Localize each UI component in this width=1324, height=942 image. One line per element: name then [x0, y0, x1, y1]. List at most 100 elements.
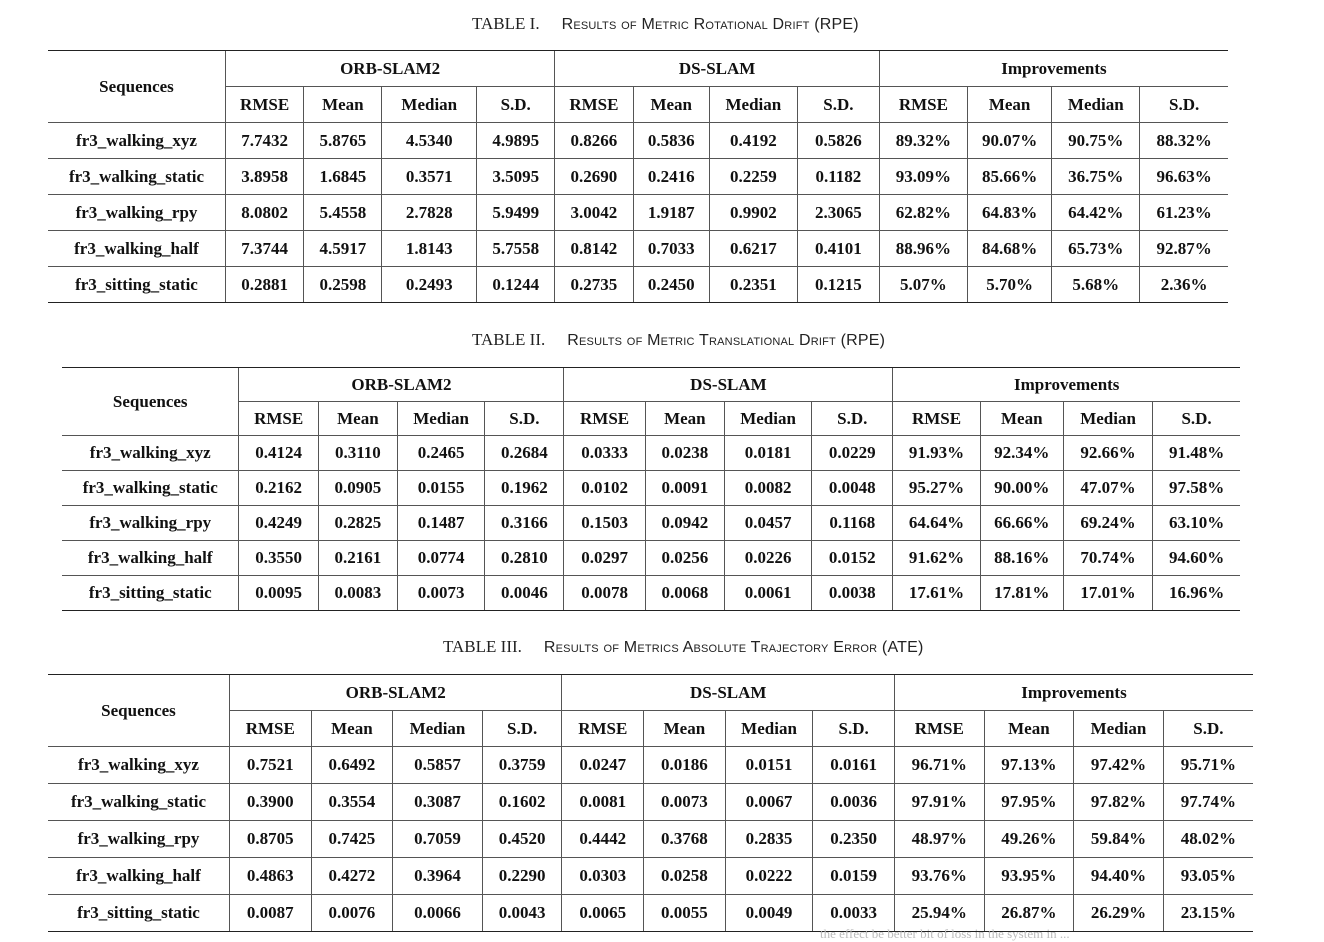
table-cell: 0.0076: [310, 894, 394, 932]
row-label: fr3_walking_rpy: [62, 505, 240, 541]
table-cell: 0.2259: [708, 158, 798, 195]
table-cell: 0.7033: [632, 230, 710, 267]
table-cell: 1.6845: [303, 158, 383, 195]
table-cell: 48.97%: [893, 820, 985, 858]
table-cell: 0.2161: [317, 540, 399, 576]
table-cell: 97.42%: [1073, 746, 1164, 784]
table-cell: 0.0333: [563, 435, 646, 471]
table-cell: 0.0095: [238, 575, 319, 611]
table-cell: 0.2825: [317, 505, 399, 541]
table-cell: 94.40%: [1073, 857, 1164, 895]
table-cell: 0.4442: [561, 820, 645, 858]
table-row: fr3_sitting_static 0.0095 0.0083 0.0073 0.00…: [62, 575, 1240, 611]
table-cell: 91.62%: [892, 540, 981, 576]
metric-header-rmse: RMSE: [561, 710, 645, 747]
table-cell: 63.10%: [1152, 505, 1240, 541]
table-cell: 2.3065: [796, 194, 880, 231]
table-row: fr3_walking_xyz 7.7432 5.8765 4.5340 4.9895 0…: [48, 122, 1228, 159]
group-header-ds-slam: DS-SLAM: [554, 50, 880, 87]
table-cell: 0.2598: [303, 266, 383, 303]
table-cell: 0.0036: [812, 783, 895, 821]
table-cell: 0.2835: [724, 820, 814, 858]
table-cell: 23.15%: [1162, 894, 1253, 932]
table-cell: 59.84%: [1073, 820, 1164, 858]
table-cell: 84.68%: [966, 230, 1053, 267]
row-label: fr3_walking_xyz: [48, 122, 226, 159]
table-cell: 0.0303: [561, 857, 645, 895]
table-cell: 0.0226: [723, 540, 813, 576]
metric-header-s-d: S.D.: [796, 86, 880, 123]
group-header-improvements: Improvements: [893, 674, 1253, 711]
table-row: fr3_walking_rpy 8.0802 5.4558 2.7828 5.9499 3…: [48, 194, 1228, 231]
table-cell: 85.66%: [966, 158, 1053, 195]
table-cell: 0.1215: [796, 266, 880, 303]
metric-header-median: Median: [723, 401, 813, 436]
table-cell: 17.61%: [892, 575, 981, 611]
table-cell: 0.3964: [392, 857, 483, 895]
table-cell: 93.76%: [893, 857, 985, 895]
row-label: fr3_sitting_static: [48, 266, 226, 303]
metric-header-s-d: S.D.: [1152, 401, 1240, 436]
table-cell: 0.6217: [708, 230, 798, 267]
row-label: fr3_sitting_static: [48, 894, 230, 932]
table-cell: 0.0043: [481, 894, 563, 932]
results-table-absolute-trajectory-error: Sequences ORB-SLAM2 DS-SLAM Improvements RMS…: [48, 674, 1253, 932]
table-cell: 0.0091: [644, 470, 725, 506]
table-cell: 1.9187: [632, 194, 710, 231]
table-cell: 88.96%: [878, 230, 968, 267]
row-label: fr3_walking_rpy: [48, 820, 230, 858]
table-row: fr3_walking_half 0.4863 0.4272 0.3964 0.2290…: [48, 857, 1253, 895]
table-row: fr3_walking_xyz 0.4124 0.3110 0.2465 0.2684 0…: [62, 435, 1240, 471]
metric-header-rmse: RMSE: [892, 401, 981, 436]
table-cell: 0.3166: [484, 505, 565, 541]
table-cell: 0.0049: [724, 894, 814, 932]
table-cell: 62.82%: [878, 194, 968, 231]
table-cell: 0.0083: [317, 575, 399, 611]
table-cell: 69.24%: [1062, 505, 1154, 541]
table-cell: 0.2290: [481, 857, 563, 895]
table-cell: 0.0222: [724, 857, 814, 895]
metric-header-s-d: S.D.: [1139, 86, 1228, 123]
table-cell: 0.2416: [632, 158, 710, 195]
table-cell: 0.5826: [796, 122, 880, 159]
table-cell: 96.63%: [1139, 158, 1228, 195]
table-cell: 64.42%: [1051, 194, 1141, 231]
table-cell: 0.0155: [396, 470, 486, 506]
table-cell: 5.4558: [303, 194, 383, 231]
metric-header-rmse: RMSE: [893, 710, 985, 747]
table-cell: 0.4520: [481, 820, 563, 858]
table-cell: 97.13%: [983, 746, 1075, 784]
table-cell: 0.0087: [228, 894, 312, 932]
group-header-orb-slam2: ORB-SLAM2: [224, 50, 555, 87]
metric-header-mean: Mean: [966, 86, 1053, 123]
table-2-label: TABLE II.: [472, 330, 546, 349]
table-cell: 0.4124: [238, 435, 319, 471]
metric-header-rmse: RMSE: [563, 401, 646, 436]
metric-header-s-d: S.D.: [484, 401, 565, 436]
table-cell: 90.07%: [966, 122, 1053, 159]
table-cell: 8.0802: [224, 194, 305, 231]
table-row: fr3_walking_rpy 0.8705 0.7425 0.7059 0.4520 0…: [48, 820, 1253, 858]
metric-header-median: Median: [1051, 86, 1141, 123]
metric-header-median: Median: [724, 710, 814, 747]
table-cell: 0.0065: [561, 894, 645, 932]
metric-header-median: Median: [708, 86, 798, 123]
group-header-improvements: Improvements: [892, 367, 1240, 402]
table-cell: 0.2690: [554, 158, 634, 195]
row-label: fr3_walking_static: [48, 158, 226, 195]
table-cell: 0.0181: [723, 435, 813, 471]
table-cell: 47.07%: [1062, 470, 1154, 506]
table-cell: 5.70%: [966, 266, 1053, 303]
table-cell: 0.7425: [310, 820, 394, 858]
table-cell: 90.00%: [979, 470, 1064, 506]
metric-header-s-d: S.D.: [1162, 710, 1253, 747]
table-cell: 26.29%: [1073, 894, 1164, 932]
table-cell: 89.32%: [878, 122, 968, 159]
table-cell: 26.87%: [983, 894, 1075, 932]
metric-header-median: Median: [392, 710, 483, 747]
table-cell: 3.5095: [476, 158, 556, 195]
table-cell: 0.3900: [228, 783, 312, 821]
table-cell: 0.2162: [238, 470, 319, 506]
table-cell: 17.01%: [1062, 575, 1154, 611]
table-cell: 5.7558: [476, 230, 556, 267]
